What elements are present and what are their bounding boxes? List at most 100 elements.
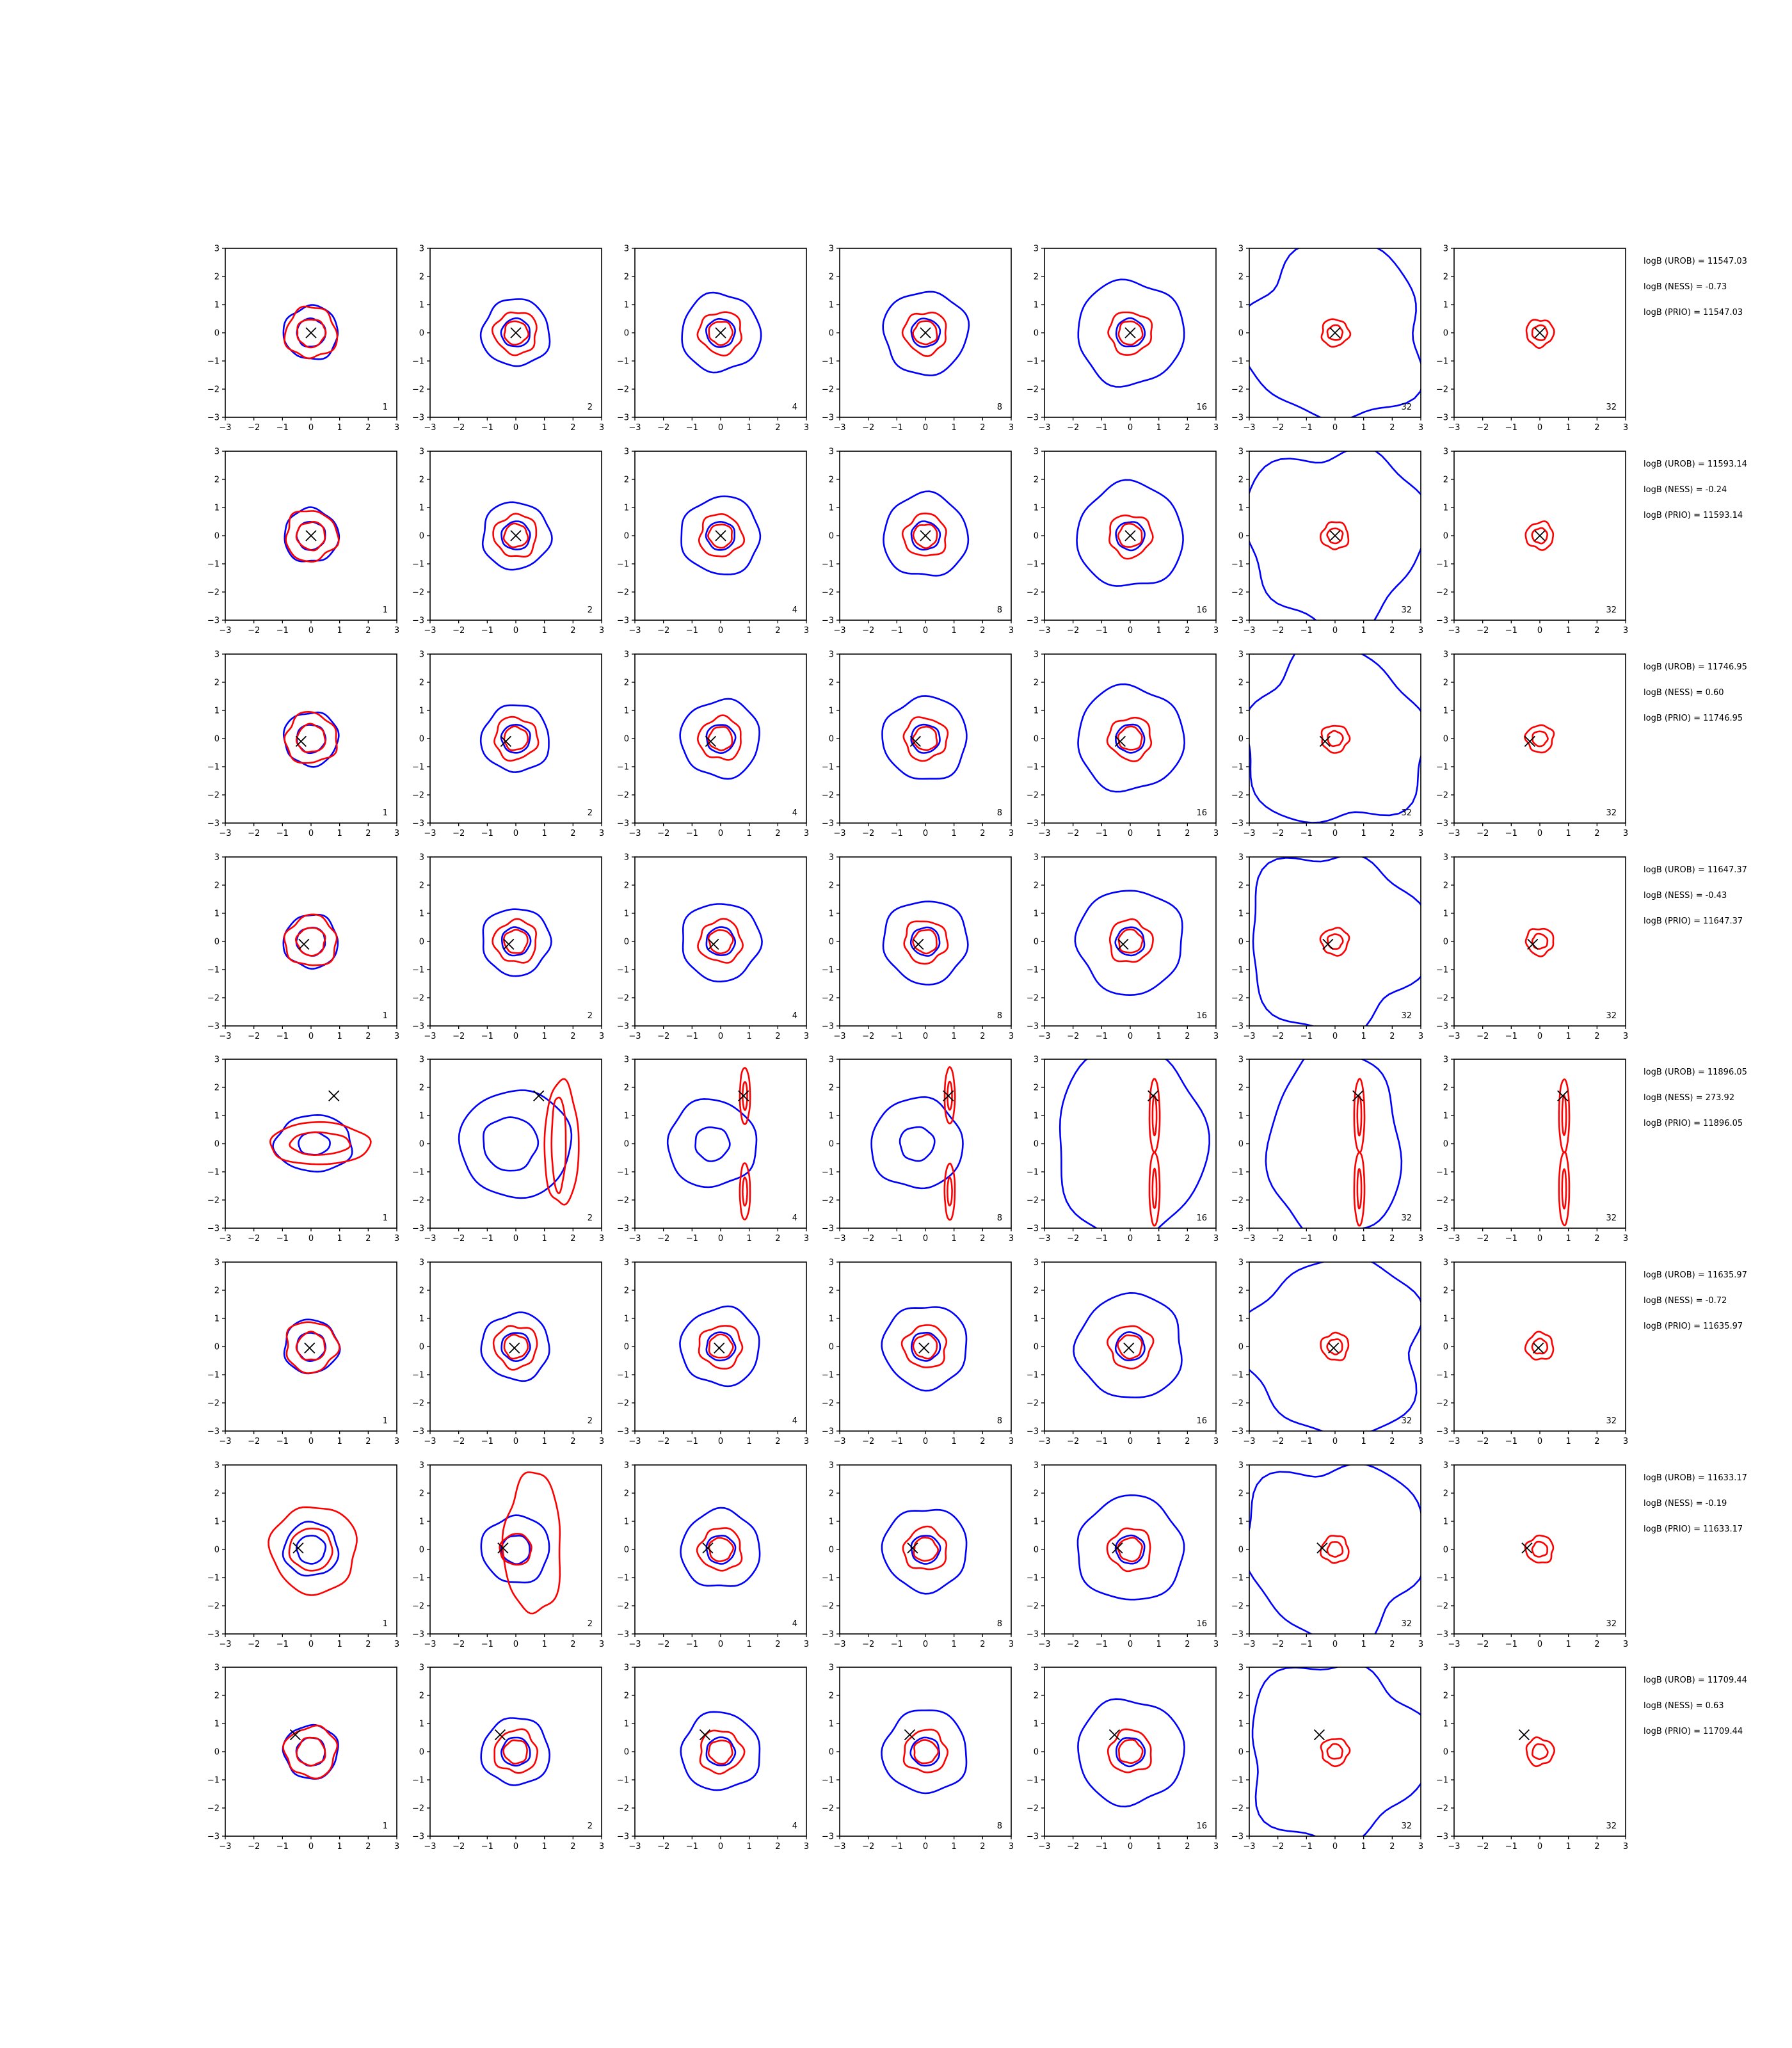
x-tick-label: −3 bbox=[833, 1640, 845, 1649]
y-tick-label: 2 bbox=[1443, 1692, 1448, 1701]
blue-contour bbox=[1249, 248, 1421, 417]
logb-annotation: logB (NESS) = 273.92 bbox=[1644, 1093, 1734, 1103]
red-contour bbox=[912, 929, 938, 955]
y-tick-label: 3 bbox=[419, 1663, 424, 1673]
x-tick-label: 1 bbox=[1566, 1032, 1571, 1041]
x-tick-label: 1 bbox=[747, 1842, 752, 1852]
x-tick-label: 0 bbox=[1128, 423, 1133, 433]
x-tick-label: 0 bbox=[923, 1842, 928, 1852]
panel-count-label: 8 bbox=[997, 1619, 1002, 1629]
y-tick-label: 3 bbox=[829, 650, 834, 660]
x-tick-label: −2 bbox=[452, 1234, 465, 1244]
panel-count-label: 16 bbox=[1196, 1416, 1207, 1426]
red-contour bbox=[1108, 514, 1154, 560]
true-value-marker bbox=[494, 1729, 506, 1741]
y-tick-label: 1 bbox=[829, 301, 834, 310]
blue-contour bbox=[881, 695, 968, 780]
true-value-marker bbox=[1329, 327, 1341, 339]
x-tick-label: 1 bbox=[542, 626, 547, 636]
y-tick-label: −2 bbox=[1231, 1399, 1244, 1409]
y-tick-label: −1 bbox=[1231, 357, 1244, 367]
x-tick-label: −3 bbox=[1448, 1842, 1460, 1852]
y-tick-label: 3 bbox=[214, 650, 220, 660]
x-tick-label: −3 bbox=[628, 1437, 641, 1446]
true-value-marker bbox=[708, 938, 719, 950]
y-tick-label: −1 bbox=[1436, 1574, 1448, 1583]
x-tick-label: −2 bbox=[657, 626, 669, 636]
y-tick-label: −2 bbox=[1027, 994, 1039, 1004]
x-tick-label: 0 bbox=[1128, 1437, 1133, 1446]
true-value-marker bbox=[1319, 735, 1331, 748]
axes-frame bbox=[429, 1667, 602, 1837]
x-tick-label: 0 bbox=[1128, 1640, 1133, 1649]
red-contour bbox=[502, 522, 529, 548]
x-tick-label: −1 bbox=[276, 1640, 289, 1649]
y-tick-label: 3 bbox=[624, 853, 629, 863]
y-tick-label: −2 bbox=[412, 994, 424, 1004]
x-tick-label: 1 bbox=[1156, 423, 1162, 433]
y-tick-label: 1 bbox=[1238, 909, 1244, 919]
panel-r8-c2: −3−3 −2 −2 −1 −1 0 0 1 1 2 2 3 3 2 bbox=[412, 1663, 604, 1852]
panel-r2-c1: −3−3 −2 −2 −1 −1 0 0 1 1 2 2 3 3 1 bbox=[207, 447, 399, 636]
x-tick-label: 1 bbox=[952, 1032, 957, 1041]
x-tick-label: 3 bbox=[1213, 1842, 1219, 1852]
true-value-marker bbox=[1124, 530, 1136, 541]
y-tick-label: −1 bbox=[617, 1776, 629, 1786]
x-tick-label: −3 bbox=[424, 1640, 436, 1649]
y-tick-label: −2 bbox=[1231, 1602, 1244, 1612]
x-tick-label: 2 bbox=[775, 1437, 780, 1446]
x-tick-label: −3 bbox=[833, 1437, 845, 1446]
red-contour bbox=[1532, 730, 1549, 748]
red-contour bbox=[1327, 730, 1344, 748]
blue-contour bbox=[1115, 521, 1146, 552]
y-tick-label: −2 bbox=[1436, 1196, 1448, 1206]
red-contour bbox=[1525, 1736, 1556, 1768]
y-tick-label: 1 bbox=[829, 707, 834, 716]
y-tick-label: −3 bbox=[1231, 413, 1244, 423]
x-tick-label: −2 bbox=[1272, 1234, 1284, 1244]
y-tick-label: 3 bbox=[1034, 1258, 1039, 1268]
red-contour bbox=[1561, 1094, 1567, 1136]
red-contour bbox=[708, 1333, 734, 1359]
y-tick-label: −2 bbox=[1436, 1804, 1448, 1814]
x-tick-label: −2 bbox=[862, 1032, 874, 1041]
y-tick-label: 0 bbox=[1443, 735, 1448, 744]
x-tick-label: 3 bbox=[804, 1640, 809, 1649]
x-tick-label: −1 bbox=[1300, 626, 1313, 636]
true-value-marker bbox=[510, 327, 522, 339]
true-value-marker bbox=[705, 735, 717, 748]
panel-count-label: 1 bbox=[383, 1213, 388, 1223]
panel-r1-c5: −3−3 −2 −2 −1 −1 0 0 1 1 2 2 3 3 16 bbox=[1027, 244, 1219, 433]
panel-r1-c2: −3−3 −2 −2 −1 −1 0 0 1 1 2 2 3 3 2 bbox=[412, 244, 604, 433]
blue-contour bbox=[1116, 1737, 1146, 1768]
panel-r4-c2: −3−3 −2 −2 −1 −1 0 0 1 1 2 2 3 3 2 bbox=[412, 853, 604, 1042]
x-tick-label: 3 bbox=[1009, 829, 1014, 838]
y-tick-label: 1 bbox=[214, 707, 220, 716]
y-tick-label: 2 bbox=[214, 1286, 220, 1296]
panel-r5-c2: −3−3 −2 −2 −1 −1 0 0 1 1 2 2 3 3 2 bbox=[412, 1055, 604, 1244]
blue-contour bbox=[666, 1098, 758, 1188]
axes-frame bbox=[1453, 653, 1626, 824]
blue-contour bbox=[284, 506, 340, 563]
x-tick-label: 3 bbox=[599, 1234, 604, 1244]
x-tick-label: 1 bbox=[1156, 829, 1162, 838]
blue-contour bbox=[705, 1736, 737, 1766]
panel-r1-c3: −3−3 −2 −2 −1 −1 0 0 1 1 2 2 3 3 4 bbox=[617, 244, 809, 433]
red-contour bbox=[901, 312, 947, 357]
logb-annotation: logB (PRIO) = 11633.17 bbox=[1644, 1524, 1743, 1534]
x-tick-label: 0 bbox=[1332, 1640, 1338, 1649]
red-contour bbox=[503, 1334, 529, 1360]
x-tick-label: 2 bbox=[775, 1842, 780, 1852]
blue-contour bbox=[500, 520, 531, 550]
x-tick-label: −3 bbox=[833, 829, 845, 838]
x-tick-label: 0 bbox=[1537, 1437, 1542, 1446]
y-tick-label: −1 bbox=[1027, 1776, 1039, 1786]
y-tick-label: 0 bbox=[1443, 329, 1448, 339]
y-tick-label: 1 bbox=[1238, 707, 1244, 716]
panel-count-label: 4 bbox=[792, 1213, 797, 1223]
blue-contour bbox=[1114, 1534, 1146, 1565]
y-tick-label: 0 bbox=[624, 532, 629, 541]
red-contour bbox=[707, 929, 734, 954]
red-contour bbox=[282, 1724, 339, 1780]
